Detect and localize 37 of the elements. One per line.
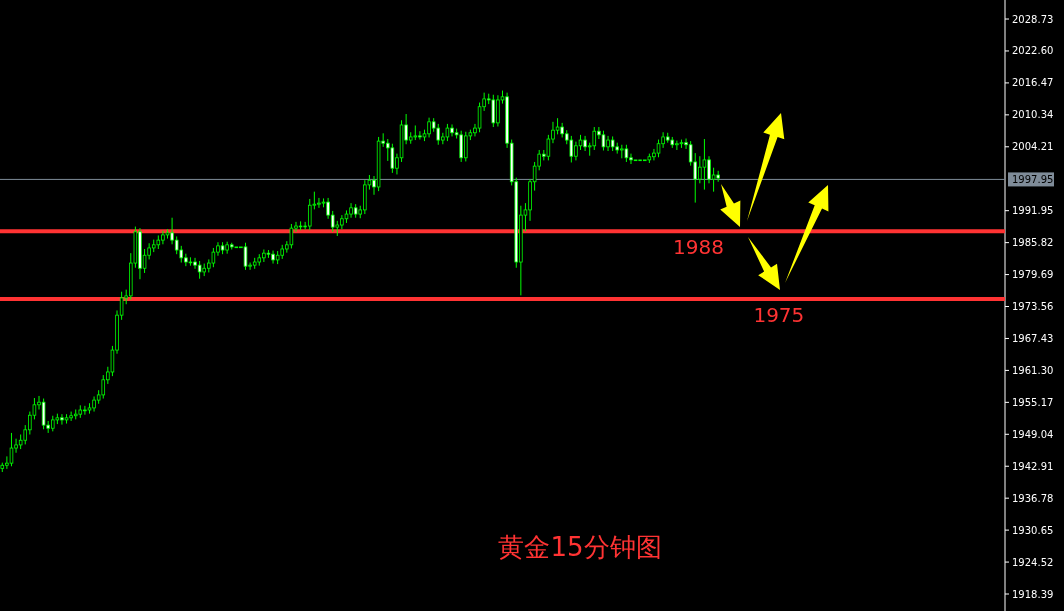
ref-line-label: 1988 xyxy=(673,235,724,260)
candlestick xyxy=(491,94,496,128)
y-tick-label: 1985.82 xyxy=(1012,237,1054,249)
candlestick xyxy=(289,223,294,249)
candlestick xyxy=(569,135,574,163)
y-tick-label: 1961.30 xyxy=(1012,364,1054,376)
y-tick-label: 1949.04 xyxy=(1012,428,1054,440)
candlestick xyxy=(9,432,14,467)
y-tick-label: 1979.69 xyxy=(1012,269,1054,281)
candlestick xyxy=(211,247,216,268)
y-tick-label: 1991.95 xyxy=(1012,205,1054,217)
candlestick xyxy=(601,130,606,151)
candlestick xyxy=(592,126,597,151)
y-tick-label: 2022.60 xyxy=(1012,45,1054,57)
y-tick-label: 1955.17 xyxy=(1012,396,1054,408)
y-tick-label: 1936.78 xyxy=(1012,492,1054,504)
candlestick xyxy=(702,138,707,191)
y-tick-label: 2016.47 xyxy=(1012,77,1054,89)
candlestick xyxy=(546,134,551,161)
y-tick-label: 2010.34 xyxy=(1012,109,1054,121)
candlestick xyxy=(101,374,106,400)
candlestick xyxy=(436,123,441,146)
y-tick-label: 1967.43 xyxy=(1012,332,1054,344)
y-tick-label: 1973.56 xyxy=(1012,301,1054,313)
y-tick-label: 1924.52 xyxy=(1012,556,1054,568)
y-tick-label: 2004.21 xyxy=(1012,141,1054,153)
ref-line-label: 1997.95 xyxy=(1012,174,1054,186)
candlestick xyxy=(307,198,312,231)
text: 黄金15分钟图 xyxy=(498,532,662,562)
ref-line-label: 1975 xyxy=(753,303,805,328)
y-tick-label: 1930.65 xyxy=(1012,524,1054,536)
candlestick xyxy=(41,398,46,430)
y-tick-label: 2028.73 xyxy=(1012,13,1054,25)
y-tick-label: 1918.39 xyxy=(1012,588,1054,600)
candlestick xyxy=(243,242,248,271)
y-tick-label: 1942.91 xyxy=(1012,460,1054,472)
candlestick xyxy=(390,143,395,174)
